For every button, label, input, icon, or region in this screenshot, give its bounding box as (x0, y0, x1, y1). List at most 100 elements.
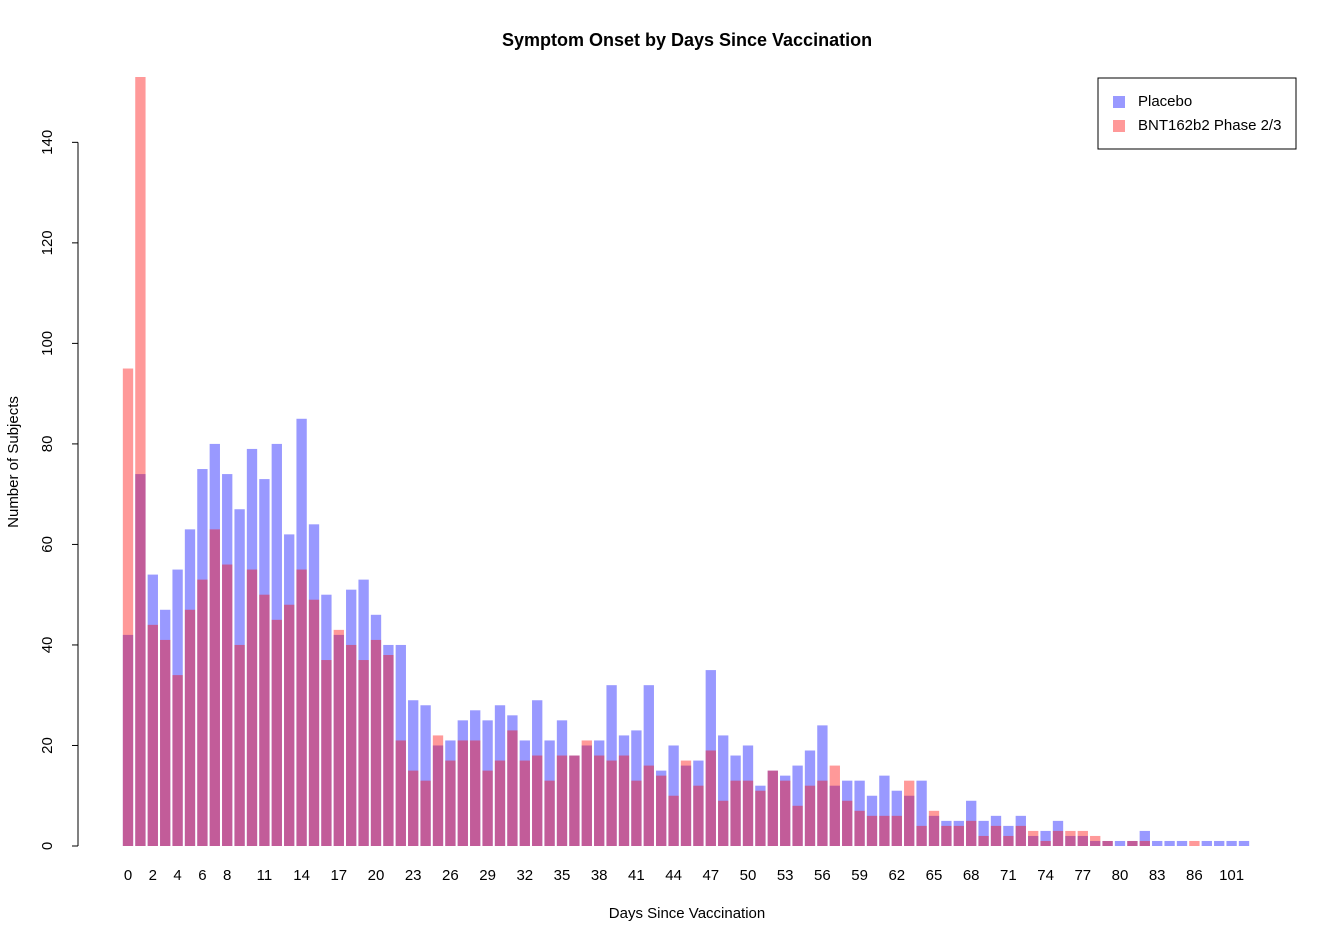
bar (482, 770, 493, 846)
bar (842, 800, 853, 846)
bar (445, 760, 456, 846)
bar (656, 775, 667, 846)
x-tick-label: 26 (442, 867, 459, 884)
bar (532, 755, 543, 846)
bar (271, 619, 282, 846)
bar (556, 720, 568, 846)
x-tick-label: 74 (1037, 867, 1054, 884)
bar (1176, 840, 1188, 846)
x-axis-label: Days Since Vaccination (609, 905, 765, 922)
bar (395, 644, 406, 846)
bar (966, 800, 977, 846)
bar (928, 815, 940, 846)
bar (296, 418, 307, 846)
bar (755, 785, 766, 846)
bar (941, 820, 952, 846)
bar (606, 760, 617, 846)
bar (1090, 840, 1101, 846)
bar (321, 594, 332, 846)
bar (680, 760, 692, 846)
bar (767, 770, 778, 846)
bar (370, 614, 382, 846)
y-tick-label: 140 (39, 130, 56, 155)
bar (246, 569, 258, 846)
bar (147, 624, 158, 846)
x-tick-label: 80 (1112, 867, 1129, 884)
x-tick-label: 71 (1000, 867, 1017, 884)
bar (321, 660, 332, 846)
bar (792, 805, 803, 846)
bar (457, 740, 468, 846)
bar (780, 775, 791, 846)
bar (829, 785, 840, 846)
bar (817, 780, 828, 846)
bar (1015, 825, 1026, 846)
y-tick-label: 0 (39, 842, 56, 850)
bar (333, 634, 344, 846)
x-tick-label: 23 (405, 867, 422, 884)
x-tick-label: 68 (963, 867, 980, 884)
bar (1077, 830, 1088, 846)
bar (482, 720, 493, 846)
bar (507, 715, 518, 846)
bar (494, 705, 506, 846)
bar (209, 529, 220, 846)
bar (891, 790, 902, 846)
bar (1127, 840, 1138, 846)
bar (1040, 830, 1051, 846)
bar (581, 740, 592, 846)
y-axis-label: Number of Subjects (5, 396, 22, 528)
bar (1214, 840, 1225, 846)
bar (470, 740, 481, 846)
bar (866, 795, 878, 846)
bar (135, 77, 146, 846)
x-tick-label: 47 (702, 867, 719, 884)
bar (643, 685, 654, 846)
bar (408, 700, 419, 846)
bar (804, 785, 816, 846)
x-tick-label: 77 (1074, 867, 1091, 884)
bar (1028, 830, 1039, 846)
bar (581, 745, 592, 846)
bar (358, 660, 369, 846)
bar (432, 735, 444, 846)
bar (333, 629, 344, 846)
bar (160, 639, 171, 846)
bar (829, 765, 840, 846)
bar (259, 479, 270, 846)
bar (693, 785, 704, 846)
x-tick-label: 59 (851, 867, 868, 884)
bar (1164, 840, 1175, 846)
bar (904, 780, 915, 846)
bar (457, 720, 468, 846)
x-tick-label: 14 (293, 867, 310, 884)
bar (234, 644, 245, 846)
y-tick-label: 40 (39, 637, 56, 654)
bar (668, 795, 679, 846)
bar (395, 740, 406, 846)
bar (1102, 840, 1113, 846)
bar (866, 815, 878, 846)
legend-label: Placebo (1138, 93, 1192, 110)
x-tick-label: 20 (368, 867, 385, 884)
bar (928, 810, 940, 846)
bar (172, 569, 183, 846)
bar (1139, 830, 1150, 846)
bar (1189, 840, 1200, 846)
bar (594, 740, 605, 846)
bar (408, 770, 419, 846)
legend-swatch (1113, 120, 1125, 132)
bar (668, 745, 679, 846)
legend-box (1097, 77, 1297, 150)
x-tick-label: 56 (814, 867, 831, 884)
bar (569, 755, 580, 846)
bar (618, 735, 630, 846)
x-tick-label: 53 (777, 867, 794, 884)
bar (1102, 840, 1113, 846)
bar (879, 815, 890, 846)
x-tick-label: 83 (1149, 867, 1166, 884)
bar (1052, 820, 1064, 846)
bar (916, 780, 927, 846)
bar (222, 474, 233, 846)
